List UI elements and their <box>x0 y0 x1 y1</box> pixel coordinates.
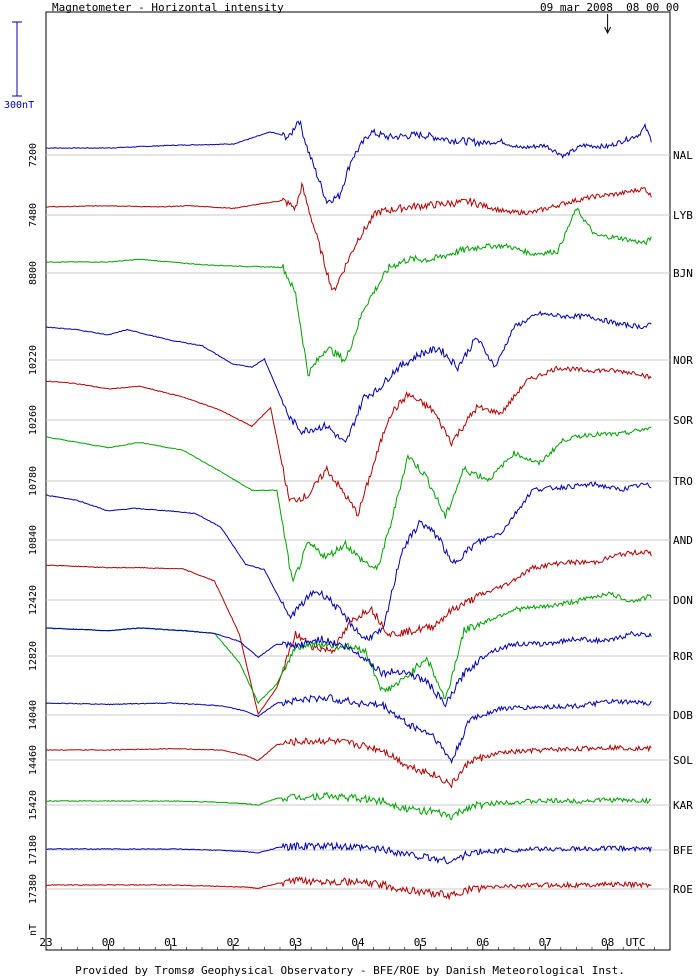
baseline-label: 10260 <box>28 405 39 435</box>
baseline-label: 7200 <box>28 143 39 167</box>
trace-and <box>45 480 652 642</box>
x-axis-unit: UTC <box>626 936 646 949</box>
x-tick-label: 03 <box>289 936 302 949</box>
station-label: SOR <box>673 414 693 427</box>
x-tick-label: 23 <box>39 936 52 949</box>
x-tick-label: 07 <box>539 936 552 949</box>
station-label: AND <box>673 534 693 547</box>
baseline-label: 10840 <box>28 525 39 555</box>
baseline-label: 17180 <box>28 835 39 865</box>
station-label: ROR <box>673 650 693 663</box>
trace-sol <box>45 736 652 789</box>
trace-dob <box>45 694 652 765</box>
station-label: NOR <box>673 354 693 367</box>
station-label: BFE <box>673 844 693 857</box>
baseline-label: 7480 <box>28 203 39 227</box>
station-label: DOB <box>673 709 693 722</box>
station-label: BJN <box>673 267 693 280</box>
x-tick-label: 01 <box>164 936 177 949</box>
baseline-label: 17380 <box>28 874 39 904</box>
baseline-label: 10220 <box>28 345 39 375</box>
trace-don <box>46 591 652 705</box>
x-tick-label: 02 <box>227 936 240 949</box>
baseline-label: 14460 <box>28 745 39 775</box>
baseline-label: 8800 <box>28 261 39 285</box>
trace-nal <box>46 119 652 205</box>
station-label: LYB <box>673 209 693 222</box>
station-label: NAL <box>673 149 693 162</box>
trace-nor <box>45 310 652 444</box>
trace-tro <box>45 426 652 583</box>
baseline-label: 12820 <box>28 641 39 671</box>
credit-footer: Provided by Tromsø Geophysical Observato… <box>75 964 625 977</box>
baseline-label: 10780 <box>28 466 39 496</box>
x-tick-label: 08 <box>601 936 614 949</box>
time-marker-arrowhead <box>604 26 612 35</box>
scale-bar-label: 300nT <box>4 100 34 111</box>
trace-kar <box>45 791 652 821</box>
baseline-label: 15420 <box>28 790 39 820</box>
x-tick-label: 00 <box>102 936 115 949</box>
station-label: DON <box>673 594 693 607</box>
baseline-label: 14040 <box>28 700 39 730</box>
y-unit-label: nT <box>28 924 39 936</box>
trace-ror <box>45 627 652 708</box>
trace-roe <box>45 876 652 901</box>
trace-lyb <box>45 181 652 292</box>
station-label: SOL <box>673 754 693 767</box>
trace-and2 <box>45 549 652 716</box>
x-tick-label: 06 <box>476 936 489 949</box>
trace-sor <box>45 365 652 517</box>
baseline-label: 12420 <box>28 585 39 615</box>
station-label: ROE <box>673 883 693 896</box>
x-tick-label: 04 <box>351 936 365 949</box>
station-label: KAR <box>673 799 693 812</box>
chart-title: Magnetometer - Horizontal intensity <box>52 1 284 14</box>
trace-bfe <box>45 841 652 865</box>
timestamp: 09 mar 2008 08 00 00 <box>540 1 680 14</box>
station-label: TRO <box>673 475 693 488</box>
x-tick-label: 05 <box>414 936 427 949</box>
trace-bjn <box>45 207 652 377</box>
